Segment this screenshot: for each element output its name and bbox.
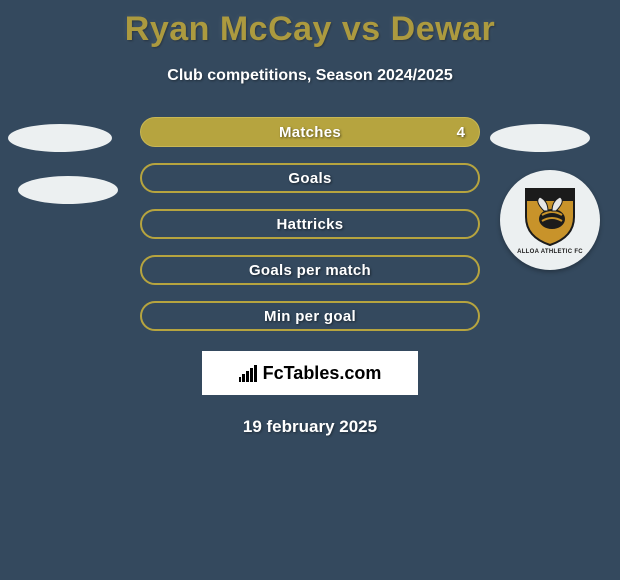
stat-row: Goals [0,163,620,193]
stat-value: 4 [457,124,465,141]
subtitle: Club competitions, Season 2024/2025 [0,67,620,85]
stat-bar-gpm: Goals per match [140,255,480,285]
stat-label: Hattricks [277,216,344,233]
stat-bar-matches: Matches 4 [140,117,480,147]
stat-bar-goals: Goals [140,163,480,193]
fctables-badge[interactable]: FcTables.com [202,351,418,395]
date-label: 19 february 2025 [0,417,620,437]
stat-bar-hattricks: Hattricks [140,209,480,239]
stat-row: Min per goal [0,301,620,331]
bar-chart-icon [239,364,257,382]
stat-bar-mpg: Min per goal [140,301,480,331]
page-title: Ryan McCay vs Dewar [0,0,620,49]
stat-row: Matches 4 [0,117,620,147]
stat-rows: Matches 4 Goals Hattricks Goals per matc… [0,117,620,331]
stat-row: Hattricks [0,209,620,239]
stat-label: Min per goal [264,308,356,325]
stat-label: Goals per match [249,262,371,279]
stat-row: Goals per match [0,255,620,285]
stat-label: Matches [279,124,341,141]
stat-label: Goals [288,170,331,187]
badge-label: FcTables.com [263,363,382,384]
